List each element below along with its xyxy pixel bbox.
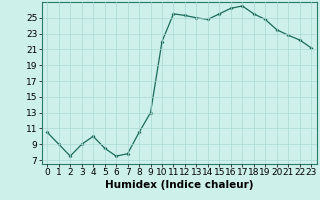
X-axis label: Humidex (Indice chaleur): Humidex (Indice chaleur) [105,180,253,190]
